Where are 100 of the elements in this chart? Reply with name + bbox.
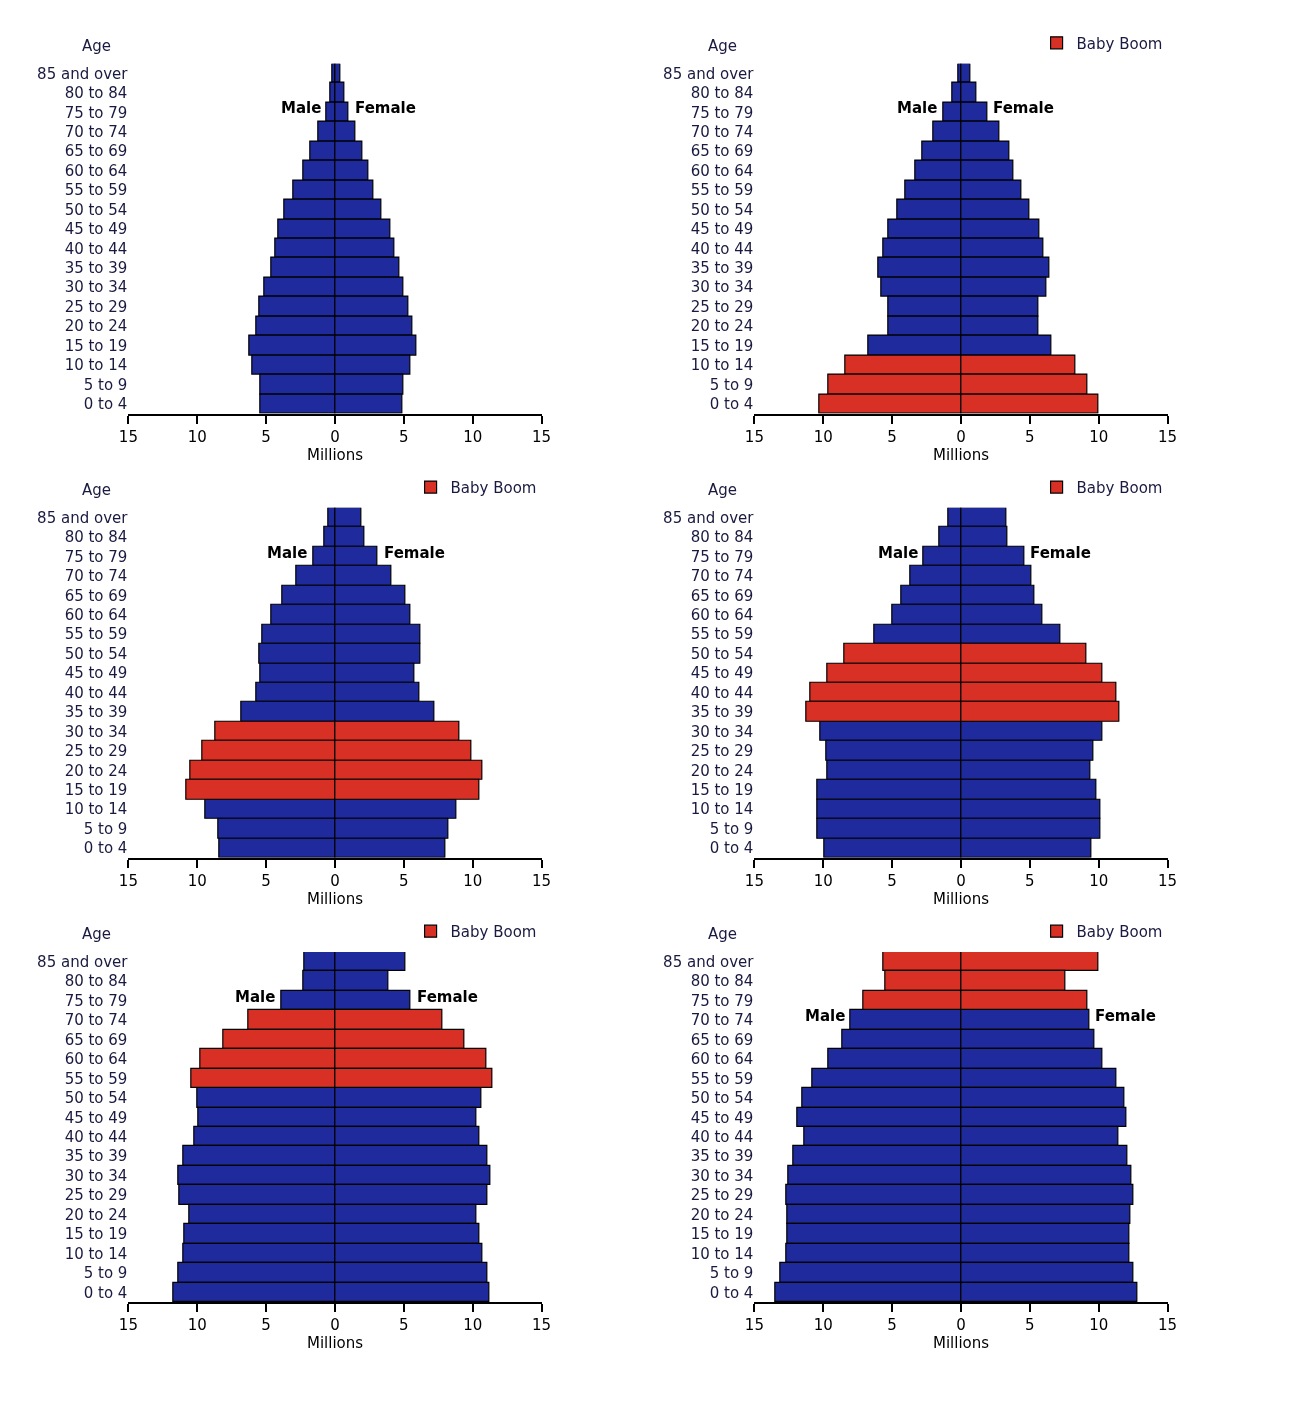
x-tick-label: 0 xyxy=(956,871,966,890)
y-tick-label: 30 to 34 xyxy=(64,1166,128,1185)
y-tick-label: 35 to 39 xyxy=(64,259,128,278)
y-tick-label: 75 to 79 xyxy=(64,103,128,122)
y-axis-title: Age xyxy=(82,925,112,943)
y-tick-label: 65 to 69 xyxy=(690,586,754,605)
y-tick-label: 80 to 84 xyxy=(690,84,754,103)
y-tick-label: 60 to 64 xyxy=(690,606,754,625)
y-tick-label: 75 to 79 xyxy=(690,103,754,122)
y-tick-label: 20 to 24 xyxy=(64,761,128,780)
y-tick-label: 40 to 44 xyxy=(64,1127,128,1146)
y-tick-label: 5 to 9 xyxy=(83,375,128,394)
legend-label: Baby Boom xyxy=(1076,478,1163,497)
x-tick-label: 10 xyxy=(187,1315,207,1334)
series-label: Male xyxy=(281,99,322,117)
x-axis-title: Millions xyxy=(932,1333,990,1352)
y-tick-label: 75 to 79 xyxy=(64,991,128,1010)
x-tick-label: 5 xyxy=(1025,871,1035,890)
y-tick-label: 5 to 9 xyxy=(709,375,754,394)
x-tick-label: 5 xyxy=(1025,427,1035,446)
y-tick-label: 40 to 44 xyxy=(64,683,128,702)
y-tick-label: 45 to 49 xyxy=(690,664,754,683)
y-tick-label: 30 to 34 xyxy=(690,722,754,741)
x-tick-label: 0 xyxy=(956,1315,966,1334)
series-label: Male xyxy=(235,988,276,1006)
y-tick-label: 35 to 39 xyxy=(64,1147,128,1166)
series-label: Female xyxy=(1095,1007,1156,1025)
y-tick-label: 45 to 49 xyxy=(64,220,128,239)
x-tick-label: 15 xyxy=(1158,871,1178,890)
y-tick-label: 25 to 29 xyxy=(690,1186,754,1205)
x-tick-label: 0 xyxy=(330,1315,340,1334)
y-tick-label: 15 to 19 xyxy=(64,1225,128,1244)
y-tick-label: 80 to 84 xyxy=(64,528,128,547)
y-tick-label: 15 to 19 xyxy=(690,336,754,355)
y-tick-label: 45 to 49 xyxy=(64,1108,128,1127)
x-tick-label: 10 xyxy=(1089,1315,1109,1334)
y-tick-label: 25 to 29 xyxy=(64,742,128,761)
y-tick-label: 20 to 24 xyxy=(64,317,128,336)
y-tick-label: 70 to 74 xyxy=(64,567,128,586)
y-tick-label: 75 to 79 xyxy=(64,547,128,566)
y-tick-label: 55 to 59 xyxy=(690,1069,754,1088)
y-tick-label: 85 and over xyxy=(663,64,755,83)
y-tick-label: 0 to 4 xyxy=(709,1283,754,1302)
y-tick-label: 0 to 4 xyxy=(83,395,128,414)
y-tick-label: 55 to 59 xyxy=(690,625,754,644)
x-tick-label: 15 xyxy=(744,1315,764,1334)
y-tick-label: 45 to 49 xyxy=(690,220,754,239)
y-tick-label: 40 to 44 xyxy=(64,239,128,258)
y-tick-label: 55 to 59 xyxy=(64,181,128,200)
x-tick-label: 10 xyxy=(187,871,207,890)
y-tick-label: 20 to 24 xyxy=(64,1205,128,1224)
y-tick-label: 75 to 79 xyxy=(690,547,754,566)
x-tick-label: 10 xyxy=(813,871,833,890)
y-tick-label: 50 to 54 xyxy=(690,200,754,219)
y-tick-label: 65 to 69 xyxy=(64,586,128,605)
y-tick-label: 15 to 19 xyxy=(64,336,128,355)
y-axis-title: Age xyxy=(708,925,738,943)
y-tick-label: 55 to 59 xyxy=(64,625,128,644)
y-tick-label: 45 to 49 xyxy=(64,664,128,683)
y-tick-label: 20 to 24 xyxy=(690,317,754,336)
x-tick-label: 15 xyxy=(744,871,764,890)
x-axis-title: Millions xyxy=(306,1333,364,1352)
y-tick-label: 30 to 34 xyxy=(690,278,754,297)
series-label: Female xyxy=(384,544,445,562)
y-tick-label: 55 to 59 xyxy=(690,181,754,200)
y-axis-title: Age xyxy=(82,37,112,55)
y-tick-label: 5 to 9 xyxy=(709,819,754,838)
y-tick-label: 85 and over xyxy=(37,952,129,971)
x-axis-title: Millions xyxy=(932,445,990,464)
y-tick-label: 80 to 84 xyxy=(64,84,128,103)
x-tick-label: 15 xyxy=(118,871,138,890)
y-tick-label: 60 to 64 xyxy=(64,606,128,625)
y-tick-label: 50 to 54 xyxy=(64,200,128,219)
y-tick-label: 55 to 59 xyxy=(64,1069,128,1088)
legend-label: Baby Boom xyxy=(1076,923,1163,942)
y-tick-label: 70 to 74 xyxy=(64,1011,128,1030)
y-tick-label: 10 to 14 xyxy=(64,800,128,819)
y-tick-label: 50 to 54 xyxy=(64,644,128,663)
y-tick-label: 45 to 49 xyxy=(690,1108,754,1127)
y-tick-label: 80 to 84 xyxy=(690,972,754,991)
x-tick-label: 0 xyxy=(956,427,966,446)
y-tick-label: 10 to 14 xyxy=(690,1244,754,1263)
x-tick-label: 10 xyxy=(1089,871,1109,890)
y-tick-label: 75 to 79 xyxy=(690,991,754,1010)
y-tick-label: 35 to 39 xyxy=(690,1147,754,1166)
legend-label: Baby Boom xyxy=(450,478,537,497)
y-tick-label: 65 to 69 xyxy=(690,1030,754,1049)
x-tick-label: 5 xyxy=(399,871,409,890)
x-tick-label: 5 xyxy=(261,427,271,446)
y-tick-label: 80 to 84 xyxy=(64,972,128,991)
y-tick-label: 10 to 14 xyxy=(64,1244,128,1263)
x-axis-title: Millions xyxy=(306,889,364,908)
y-axis-title: Age xyxy=(708,37,738,55)
x-tick-label: 15 xyxy=(532,1315,552,1334)
x-tick-label: 5 xyxy=(887,871,897,890)
y-tick-label: 10 to 14 xyxy=(690,800,754,819)
x-tick-label: 5 xyxy=(261,871,271,890)
y-tick-label: 15 to 19 xyxy=(690,780,754,799)
y-tick-label: 60 to 64 xyxy=(690,1050,754,1069)
y-tick-label: 60 to 64 xyxy=(64,161,128,180)
